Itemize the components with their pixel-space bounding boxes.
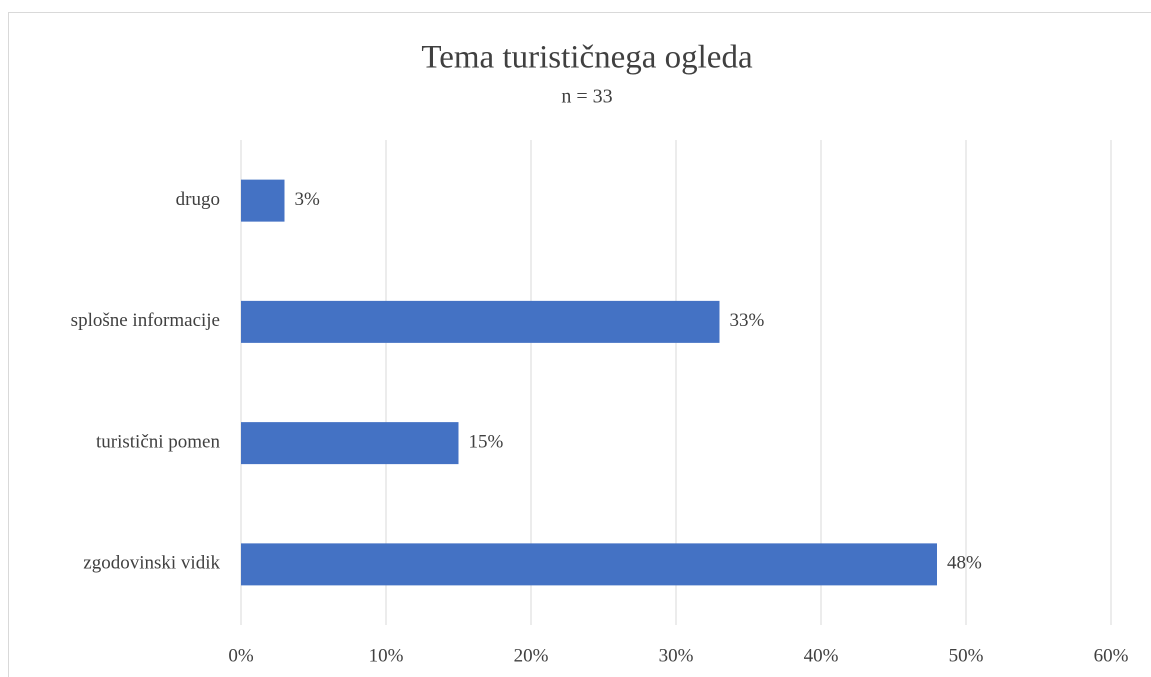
data-label: 3% [295, 189, 321, 210]
y-tick-label: zgodovinski vidik [83, 553, 220, 574]
x-tick-label: 20% [514, 645, 549, 666]
data-label: 48% [947, 553, 982, 574]
x-tick-label: 40% [804, 645, 839, 666]
x-tick-label: 10% [369, 645, 404, 666]
x-tick-label: 50% [949, 645, 984, 666]
chart-title: Tema turističnega ogleda [421, 40, 753, 76]
y-tick-label: splošne informacije [71, 310, 220, 331]
y-tick-label: drugo [176, 189, 220, 210]
bar [241, 543, 937, 586]
y-tick-label: turistični pomen [96, 431, 221, 452]
x-tick-label: 60% [1094, 645, 1129, 666]
x-tick-label: 30% [659, 645, 694, 666]
x-tick-label: 0% [228, 645, 254, 666]
bar [241, 179, 285, 222]
bar [241, 300, 720, 343]
bar [241, 422, 459, 465]
data-label: 15% [469, 431, 504, 452]
data-label: 33% [730, 310, 765, 331]
chart-subtitle: n = 33 [561, 86, 612, 108]
